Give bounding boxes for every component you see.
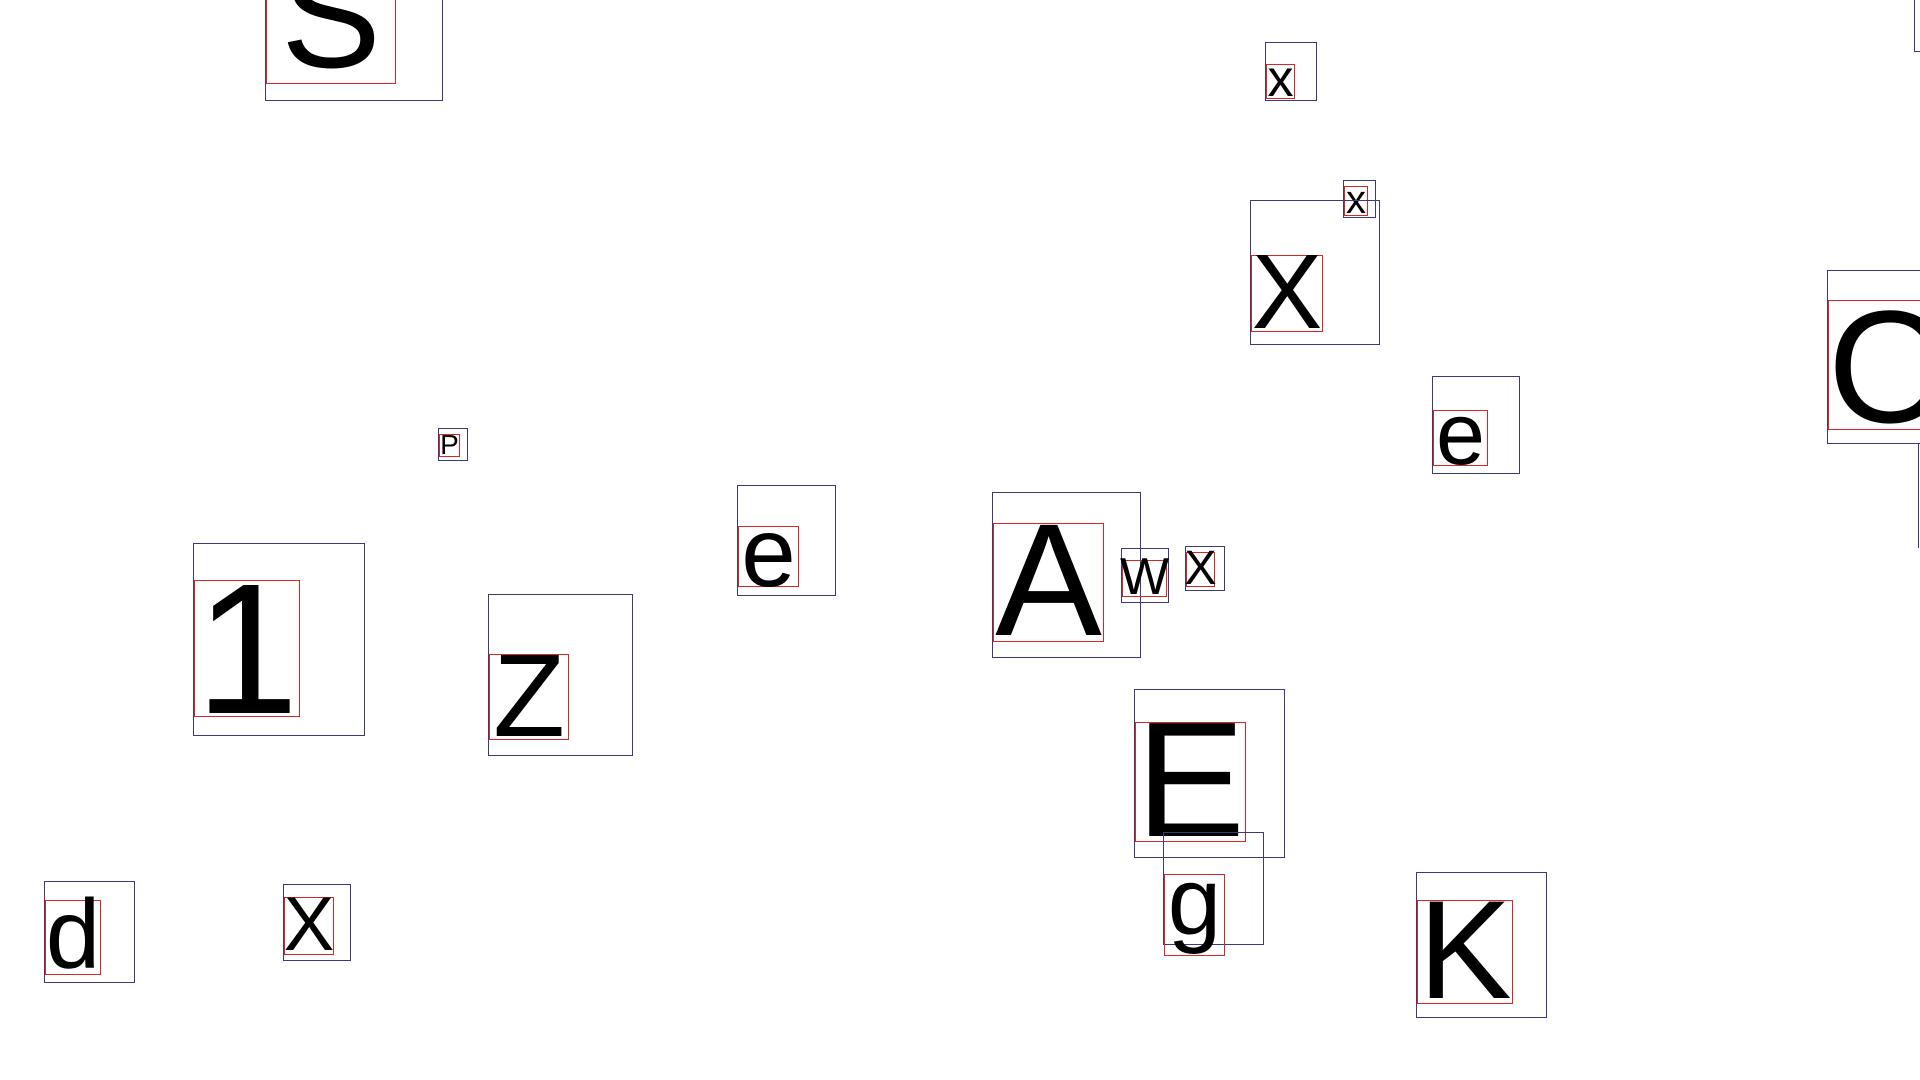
glyph-e-center: e xyxy=(741,496,796,607)
glyph-box-W xyxy=(1121,548,1169,603)
ink-box-g xyxy=(1164,874,1225,956)
glyph-O-partial: O xyxy=(1828,277,1920,456)
glyph-box-X-mid xyxy=(1185,546,1225,591)
glyph-Z: Z xyxy=(492,630,566,762)
glyph-box-O-partial xyxy=(1827,270,1920,444)
glyph-X-large: X xyxy=(1251,233,1323,351)
glyph-box-P xyxy=(438,428,468,461)
glyph-box-Z xyxy=(488,594,633,756)
ink-box-e-center xyxy=(738,526,799,587)
glyph-box-x-top xyxy=(1265,42,1317,101)
ink-box-A xyxy=(993,523,1104,642)
glyph-P: P xyxy=(440,429,459,460)
ink-box-E xyxy=(1135,722,1246,842)
ink-box-Z xyxy=(489,654,569,740)
glyph-box-one xyxy=(193,543,365,736)
glyph-box-S xyxy=(265,0,443,101)
glyph-box-E xyxy=(1134,689,1285,858)
glyph-box-A xyxy=(992,492,1141,658)
ink-box-X-mid xyxy=(1186,552,1215,587)
glyph-X-mid: X xyxy=(1184,542,1217,595)
ink-box-X-large xyxy=(1251,255,1323,332)
ink-box-e-right xyxy=(1433,410,1488,466)
ink-box-one xyxy=(194,580,300,717)
glyph-A: A xyxy=(995,489,1102,669)
ink-box-W xyxy=(1122,560,1167,597)
glyph-box-e-right xyxy=(1432,376,1520,474)
glyph-x-top: x xyxy=(1267,50,1294,108)
glyph-box-d xyxy=(44,881,135,983)
ink-box-X-bottom xyxy=(284,897,334,955)
glyph-box-X-bottom xyxy=(283,884,351,961)
glyph-e-right: e xyxy=(1436,384,1485,483)
glyph-S: S xyxy=(280,0,382,99)
glyph-W: W xyxy=(1119,548,1170,606)
ink-box-x-small xyxy=(1344,186,1368,216)
glyph-E: E xyxy=(1135,688,1246,871)
ink-box-x-top xyxy=(1266,64,1295,99)
glyph-g: g xyxy=(1167,848,1222,955)
glyph-X-bottom: X xyxy=(283,882,335,967)
glyph-box-K xyxy=(1416,872,1547,1018)
stray-vertical-line xyxy=(1918,444,1919,548)
ink-box-d xyxy=(45,900,101,975)
glyph-d: d xyxy=(45,879,101,989)
glyph-box-x-small xyxy=(1343,180,1376,218)
glyph-box-e-center xyxy=(737,485,836,596)
glyph-K: K xyxy=(1418,871,1512,1028)
glyph-box-top-right-stub xyxy=(1914,0,1920,52)
ink-box-O-partial xyxy=(1828,300,1920,430)
glyph-box-X-large xyxy=(1250,200,1380,345)
ink-box-K xyxy=(1417,900,1513,1004)
ink-box-S xyxy=(266,0,396,84)
ink-box-P xyxy=(439,434,460,457)
glyph-one: 1 xyxy=(195,546,299,753)
glyph-box-g xyxy=(1163,832,1264,945)
